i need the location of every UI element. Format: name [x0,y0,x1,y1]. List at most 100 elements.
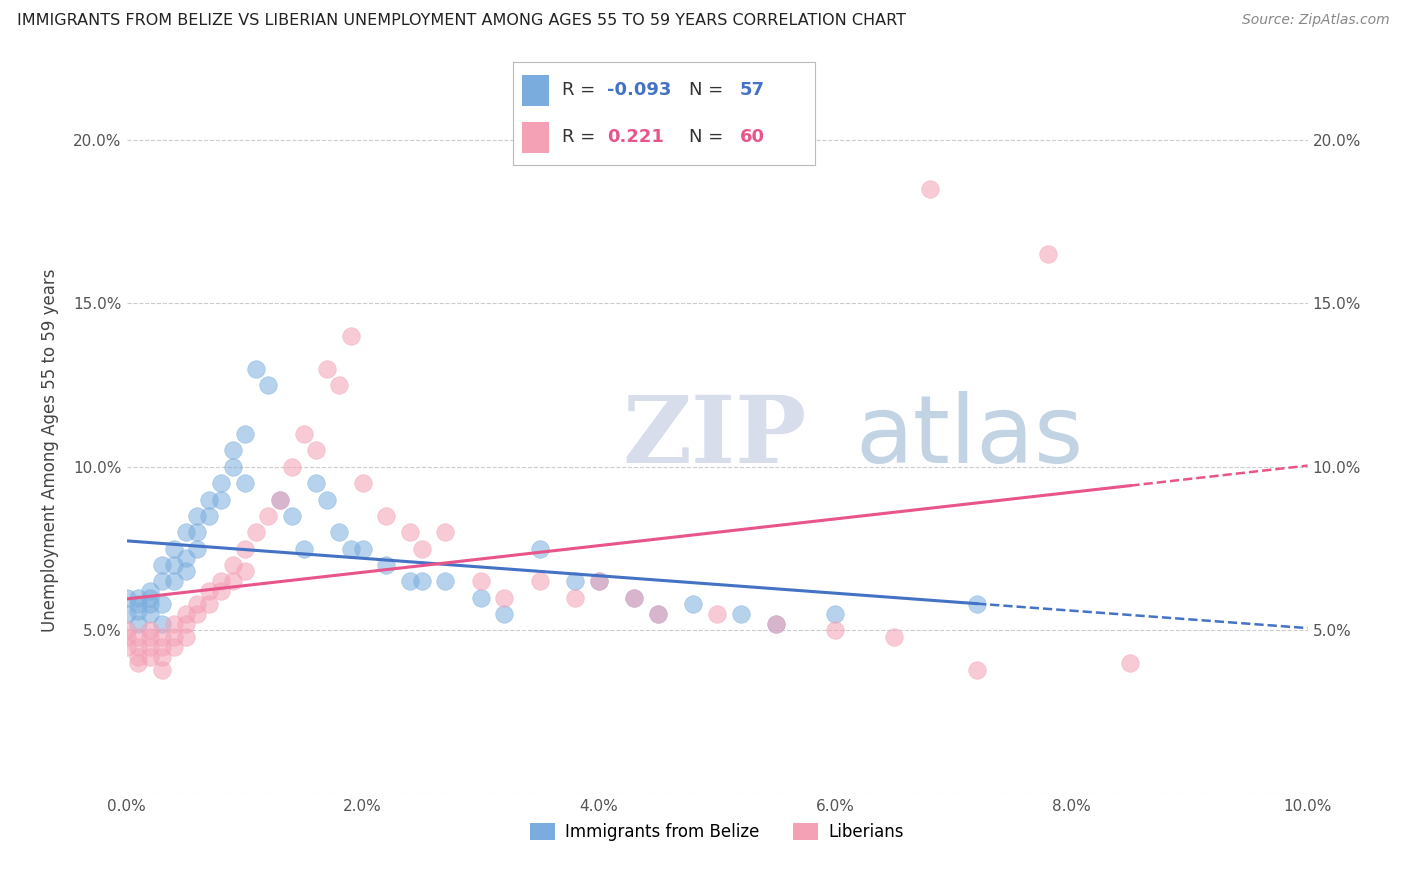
Point [316,492,339,507]
Point [588,574,610,589]
Point [186,541,208,556]
Point [139,640,162,654]
Point [150,616,173,631]
Text: R =: R = [561,128,606,146]
Text: IMMIGRANTS FROM BELIZE VS LIBERIAN UNEMPLOYMENT AMONG AGES 55 TO 59 YEARS CORREL: IMMIGRANTS FROM BELIZE VS LIBERIAN UNEMP… [17,13,905,29]
Point [174,525,197,540]
Point [209,574,232,589]
Point [340,329,363,343]
Point [564,574,586,589]
Point [222,558,245,572]
Point [186,597,208,611]
Point [139,624,162,638]
Bar [522,75,550,105]
Point [765,616,787,631]
Point [281,459,304,474]
Point [824,624,846,638]
Point [222,459,245,474]
Y-axis label: Unemployment Among Ages 55 to 59 years: Unemployment Among Ages 55 to 59 years [41,268,59,632]
Point [150,649,173,664]
Point [304,476,326,491]
Point [399,574,422,589]
Point [209,476,232,491]
Point [139,630,162,644]
Text: Source: ZipAtlas.com: Source: ZipAtlas.com [1241,13,1389,28]
Text: 57: 57 [740,81,765,99]
Point [352,476,374,491]
Point [269,492,291,507]
Point [127,597,149,611]
Point [434,574,457,589]
Point [198,492,221,507]
Point [150,630,173,644]
Text: atlas: atlas [855,391,1084,483]
Point [198,508,221,523]
Point [883,630,905,644]
Bar [522,122,550,153]
Point [150,663,173,677]
Text: R =: R = [561,81,600,99]
Point [706,607,728,621]
Point [623,591,645,605]
Point [824,607,846,621]
Point [127,604,149,618]
Point [328,525,350,540]
Point [411,574,433,589]
Text: N =: N = [689,81,728,99]
Point [186,525,208,540]
Point [150,597,173,611]
Point [494,607,516,621]
Point [233,427,256,442]
Point [966,597,988,611]
Text: N =: N = [689,128,728,146]
Point [765,616,787,631]
Point [209,492,232,507]
Point [127,630,149,644]
Point [186,508,208,523]
Point [127,649,149,664]
Point [174,565,197,579]
Text: -0.093: -0.093 [607,81,671,99]
Point [163,640,186,654]
Point [399,525,422,540]
Point [139,584,162,599]
Point [730,607,752,621]
Point [257,378,280,392]
Point [281,508,304,523]
Point [209,584,232,599]
Point [198,584,221,599]
Point [529,541,551,556]
Text: 60: 60 [740,128,765,146]
Point [682,597,704,611]
Point [328,378,350,392]
Point [174,616,197,631]
Point [174,607,197,621]
Point [647,607,669,621]
Point [222,443,245,458]
Point [174,630,197,644]
Point [564,591,586,605]
Point [163,541,186,556]
Legend: Immigrants from Belize, Liberians: Immigrants from Belize, Liberians [524,816,910,847]
Point [1119,656,1142,670]
Point [115,591,138,605]
Point [375,508,398,523]
Point [163,630,186,644]
Point [623,591,645,605]
Point [163,558,186,572]
Point [174,551,197,566]
Point [115,607,138,621]
Point [316,361,339,376]
Point [340,541,363,556]
Point [139,607,162,621]
Point [292,427,315,442]
Point [588,574,610,589]
Point [529,574,551,589]
Point [411,541,433,556]
Point [127,591,149,605]
Point [127,616,149,631]
Point [115,630,138,644]
Point [139,597,162,611]
Point [470,591,492,605]
Point [150,640,173,654]
